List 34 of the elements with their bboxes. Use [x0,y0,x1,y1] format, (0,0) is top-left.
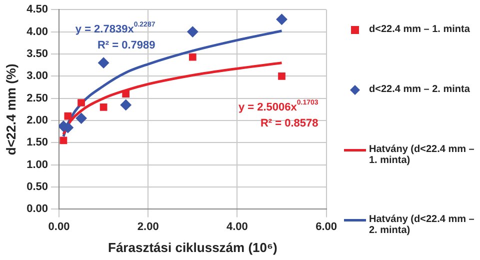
x-tick-label: 4.00 [226,220,248,233]
point [120,99,132,110]
point [98,57,110,68]
y-tick-label: 0.00 [26,203,48,216]
x-tick-label: 2.00 [137,220,159,233]
annotation: R² = 0.7989 [97,40,156,52]
y-axis-title: d<22.4 mm (%) [3,64,18,156]
point [278,72,286,80]
y-tick-label: 1.00 [26,158,48,171]
point [122,90,130,98]
point [187,26,198,38]
y-tick-label: 4.50 [26,4,48,16]
legend-label: Hatvány (d<22.4 mm – 2. minta) [369,214,476,236]
y-tick-label: 0.50 [26,181,48,194]
y-tick-label: 4.00 [26,26,48,38]
x-tick-label: 0.00 [48,220,70,233]
point [78,99,85,106]
point [76,112,87,124]
y-tick-label: 2.00 [26,114,48,127]
x-axis-title: Fárasztási ciklusszám (10⁶) [108,240,278,255]
legend-label: d<22.4 mm – 1. minta [369,24,470,35]
point [60,136,68,144]
point [276,14,288,25]
x-tick-label: 6.00 [316,220,338,233]
point [64,112,72,120]
y-tick-label: 3.50 [26,48,48,60]
legend-label: d<22.4 mm – 2. minta [369,84,470,95]
point [188,53,196,61]
point [100,104,108,111]
legend-label: Hatvány (d<22.4 mm – 1. minta) [369,144,476,166]
annotation: R² = 0.8578 [260,117,318,130]
y-tick-label: 1.50 [26,136,48,149]
y-tick-label: 2.50 [26,92,48,104]
y-tick-label: 3.00 [26,70,48,82]
